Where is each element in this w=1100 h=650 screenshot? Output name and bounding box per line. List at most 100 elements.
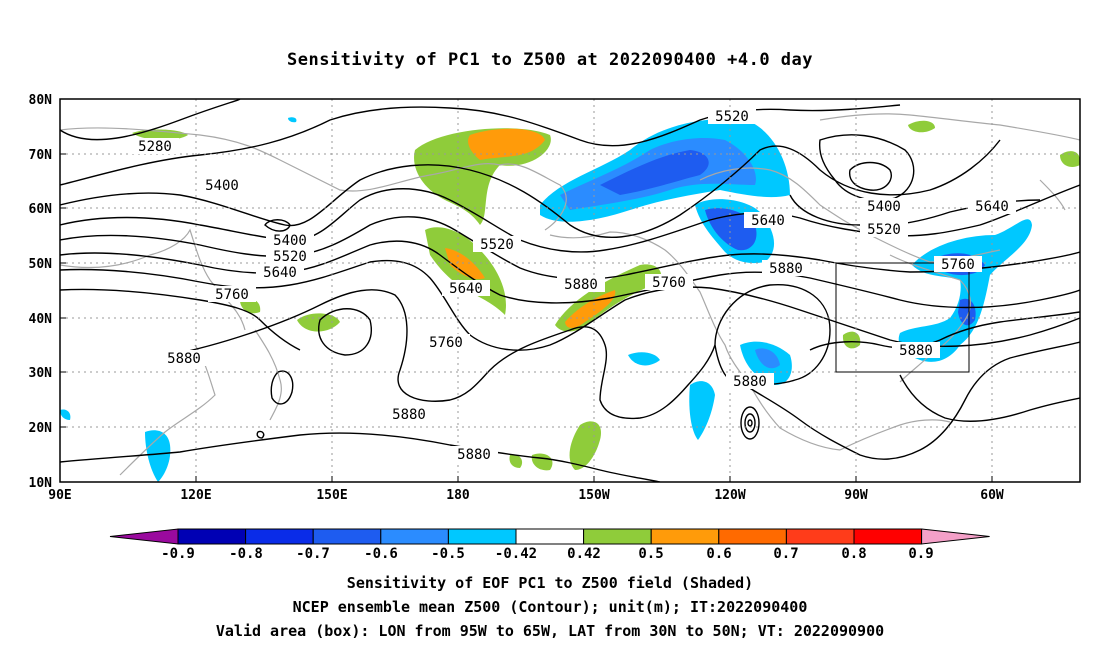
lat-label: 30N	[29, 366, 53, 381]
lat-label: 20N	[29, 421, 53, 436]
svg-text:5880: 5880	[769, 261, 803, 277]
colorbar-tick-label: -0.9	[161, 546, 195, 562]
colorbar-tick-label: 0.9	[908, 546, 933, 562]
svg-text:5640: 5640	[449, 281, 483, 297]
lon-label: 60W	[980, 488, 1004, 503]
contour-label: 5640	[744, 212, 792, 229]
contour-label: 5400	[198, 177, 246, 194]
colorbar-max-triangle	[921, 528, 990, 545]
colorbar-swatch	[312, 528, 382, 545]
colorbar-swatch	[447, 528, 517, 545]
lat-label: 50N	[29, 257, 53, 272]
svg-text:5520: 5520	[715, 109, 749, 125]
lat-axis-labels: 80N 70N 60N 50N 40N 30N 20N 10N	[29, 93, 53, 491]
colorbar-tick-label: -0.6	[364, 546, 398, 562]
colorbar-swatch	[785, 528, 855, 545]
map-frame	[59, 98, 1081, 483]
svg-text:5520: 5520	[273, 249, 307, 265]
svg-text:5640: 5640	[975, 199, 1009, 215]
colorbar-tick-label: 0.7	[773, 546, 798, 562]
contour-label: 5760	[208, 286, 256, 303]
colorbar-tick-label: -0.7	[296, 546, 330, 562]
colorbar-swatch	[718, 528, 787, 545]
svg-text:5400: 5400	[867, 199, 901, 215]
lat-label: 70N	[29, 148, 53, 163]
contour-labels: 5280 5400 5400 5520 5640 5760 5880 5520 …	[131, 108, 1016, 463]
contour-label: 5880	[762, 260, 810, 277]
lon-label: 120W	[714, 488, 745, 503]
colorbar-swatch	[583, 528, 652, 545]
colorbar-tick-labels: -0.9 -0.8 -0.7 -0.6 -0.5 -0.42 0.42 0.5 …	[161, 546, 934, 562]
contour-label: 5880	[450, 446, 498, 463]
lon-axis-labels: 90E 120E 150E 180 150W 120W 90W 60W	[48, 488, 1004, 503]
contour-label: 5760	[645, 274, 693, 291]
contour-label: 5880	[726, 373, 774, 390]
svg-text:5880: 5880	[392, 407, 426, 423]
contour-label: 5880	[557, 276, 605, 293]
svg-text:5400: 5400	[273, 233, 307, 249]
colorbar-swatches	[109, 528, 990, 545]
svg-text:5760: 5760	[652, 275, 686, 291]
colorbar-min-triangle	[109, 528, 179, 545]
svg-text:5760: 5760	[215, 287, 249, 303]
lon-label: 150E	[316, 488, 347, 503]
svg-text:5640: 5640	[751, 213, 785, 229]
svg-text:5880: 5880	[899, 343, 933, 359]
contour-label: 5520	[266, 248, 314, 265]
contour-label: 5640	[968, 198, 1016, 215]
colorbar-tick-label: 0.42	[567, 546, 601, 562]
lat-label: 80N	[29, 93, 53, 108]
contour-label: 5880	[160, 350, 208, 367]
colorbar-swatch	[177, 528, 247, 545]
svg-text:5400: 5400	[205, 178, 239, 194]
lon-label: 90E	[48, 488, 71, 503]
tick-marks	[60, 153, 993, 482]
colorbar-swatch	[380, 528, 449, 545]
colorbar: -0.9 -0.8 -0.7 -0.6 -0.5 -0.42 0.42 0.5 …	[109, 528, 990, 562]
caption-line-2: NCEP ensemble mean Z500 (Contour); unit(…	[292, 598, 808, 616]
contour-label: 5640	[442, 280, 490, 297]
lon-label: 90W	[844, 488, 868, 503]
gridlines	[60, 99, 1080, 482]
valid-area-box	[835, 262, 970, 373]
svg-text:5880: 5880	[457, 447, 491, 463]
colorbar-swatch	[650, 528, 720, 545]
colorbar-tick-label: 0.5	[638, 546, 663, 562]
contour-label: 5400	[860, 198, 908, 215]
contour-label: 5880	[892, 342, 940, 359]
contour-label: 5400	[266, 232, 314, 249]
contour-label: 5640	[256, 264, 304, 281]
svg-text:5880: 5880	[733, 374, 767, 390]
colorbar-swatch	[853, 528, 923, 545]
svg-text:5640: 5640	[263, 265, 297, 281]
map-layer: 5280 5400 5400 5520 5640 5760 5880 5520 …	[60, 99, 1080, 482]
caption-line-3: Valid area (box): LON from 95W to 65W, L…	[215, 622, 885, 640]
svg-text:5520: 5520	[867, 222, 901, 238]
colorbar-tick-label: -0.8	[229, 546, 263, 562]
map-title: Sensitivity of PC1 to Z500 at 2022090400…	[286, 50, 813, 70]
lat-label: 10N	[29, 476, 53, 491]
svg-text:5760: 5760	[941, 257, 975, 273]
svg-text:5880: 5880	[564, 277, 598, 293]
svg-text:5760: 5760	[429, 335, 463, 351]
svg-text:5520: 5520	[480, 237, 514, 253]
lon-label: 180	[446, 488, 470, 503]
lon-label: 150W	[578, 488, 609, 503]
contour-label: 5760	[422, 334, 470, 351]
svg-text:5880: 5880	[167, 351, 201, 367]
colorbar-tick-label: -0.42	[495, 546, 537, 562]
colorbar-swatch	[515, 528, 585, 545]
colorbar-tick-label: 0.8	[841, 546, 866, 562]
lat-label: 60N	[29, 202, 53, 217]
contour-label: 5520	[473, 236, 521, 253]
contour-label: 5760	[934, 256, 982, 273]
lat-label: 40N	[29, 312, 53, 327]
colorbar-tick-label: -0.5	[431, 546, 465, 562]
shaded-regions	[60, 117, 1080, 482]
lon-label: 120E	[180, 488, 211, 503]
colorbar-swatch	[245, 528, 314, 545]
caption-line-1: Sensitivity of EOF PC1 to Z500 field (Sh…	[346, 574, 754, 592]
svg-text:5280: 5280	[138, 139, 172, 155]
contour-label: 5520	[708, 108, 756, 125]
